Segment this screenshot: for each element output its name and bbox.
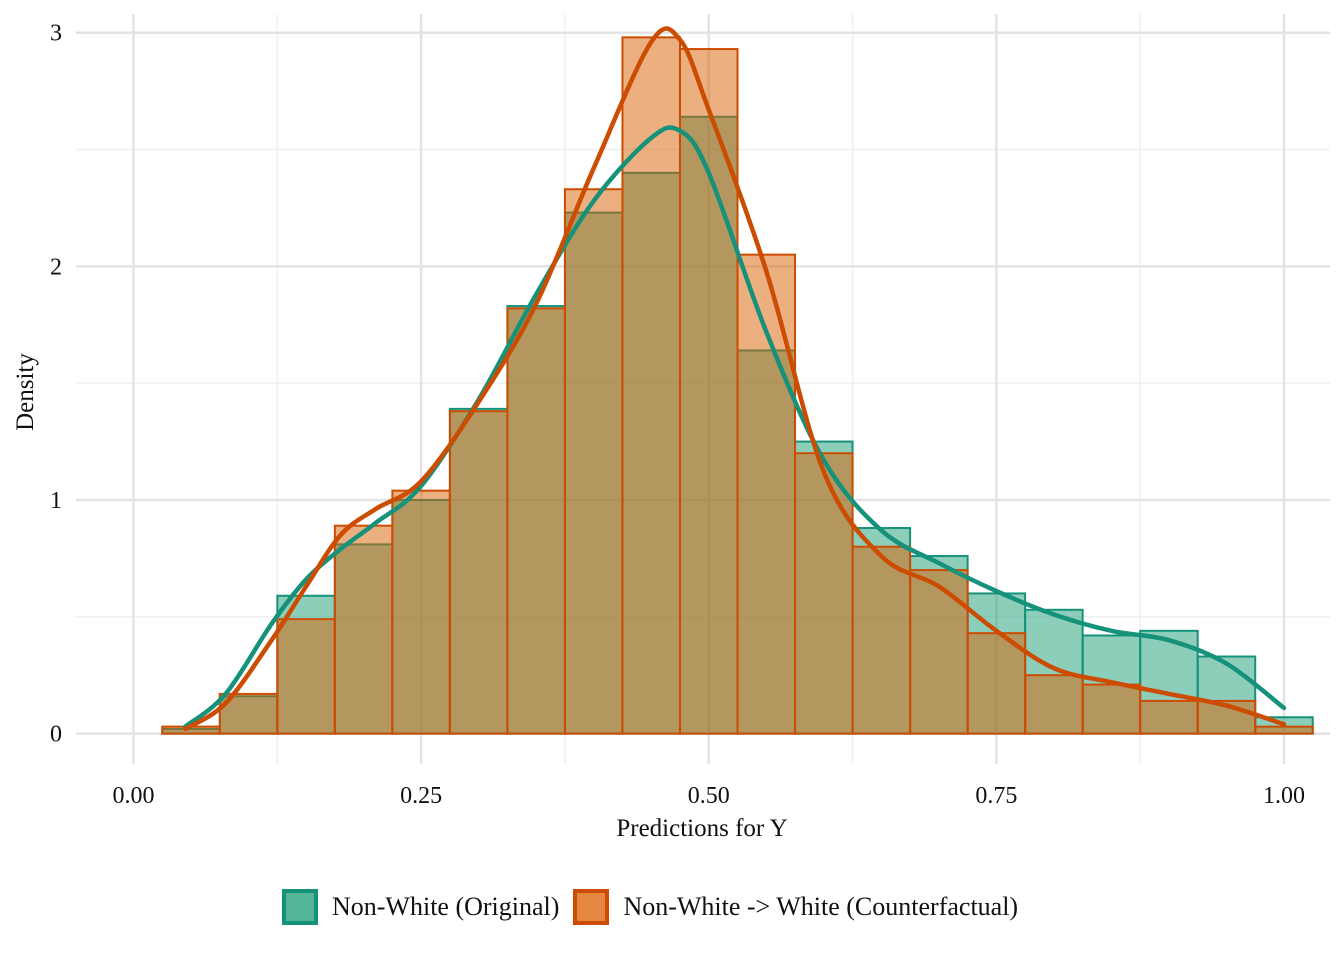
y-tick-label: 1 <box>50 488 62 514</box>
histogram-bar-counterfactual <box>276 618 336 735</box>
legend-label-original: Non-White (Original) <box>332 892 560 921</box>
histogram-bar-counterfactual <box>1139 699 1199 735</box>
histogram-bar-counterfactual <box>391 489 451 735</box>
y-tick-label: 3 <box>50 21 62 47</box>
histogram-bar-counterfactual <box>678 48 739 735</box>
y-axis-title: Density <box>12 353 39 431</box>
histogram-bar-counterfactual <box>563 188 624 735</box>
histogram-bar-counterfactual <box>909 569 969 735</box>
density-curve-counterfactual <box>183 26 1287 732</box>
histogram-bar-counterfactual <box>333 524 394 735</box>
histogram-bar-counterfactual <box>1254 725 1314 735</box>
histogram-bar-counterfactual <box>1081 683 1142 735</box>
histogram-bar-counterfactual <box>1024 674 1084 735</box>
histogram-bar-counterfactual <box>506 307 566 735</box>
legend-label-counterfactual: Non-White -> White (Counterfactual) <box>623 892 1019 921</box>
histogram-bar-counterfactual <box>794 452 854 735</box>
y-tick-label: 2 <box>50 254 62 280</box>
y-tick-label: 0 <box>50 722 62 748</box>
legend-item-original: Non-White (Original) <box>282 889 559 925</box>
x-axis-title: Predictions for Y <box>616 815 787 842</box>
x-tick-label: 0.00 <box>113 783 155 809</box>
x-tick-label: 0.75 <box>975 783 1017 809</box>
histogram-bar-counterfactual <box>621 36 681 735</box>
density-curves <box>183 26 1287 732</box>
histogram-bar-counterfactual <box>851 545 912 735</box>
axis-ticks: 0.00 0.25 0.50 0.75 1.00 0 1 2 3 <box>50 21 1305 809</box>
x-tick-label: 0.50 <box>688 783 730 809</box>
legend: Non-White (Original) Non-White -> White … <box>282 884 1032 930</box>
legend-item-counterfactual: Non-White -> White (Counterfactual) <box>573 889 1018 925</box>
density-curve-original <box>183 125 1287 729</box>
histogram-bar-counterfactual <box>448 410 509 735</box>
histogram-bar-counterfactual <box>966 632 1027 735</box>
legend-swatch-counterfactual <box>573 889 610 925</box>
x-tick-label: 0.25 <box>400 783 442 809</box>
x-tick-label: 1.00 <box>1263 783 1305 809</box>
histogram-bars <box>161 36 1314 735</box>
legend-swatch-original <box>282 889 318 925</box>
